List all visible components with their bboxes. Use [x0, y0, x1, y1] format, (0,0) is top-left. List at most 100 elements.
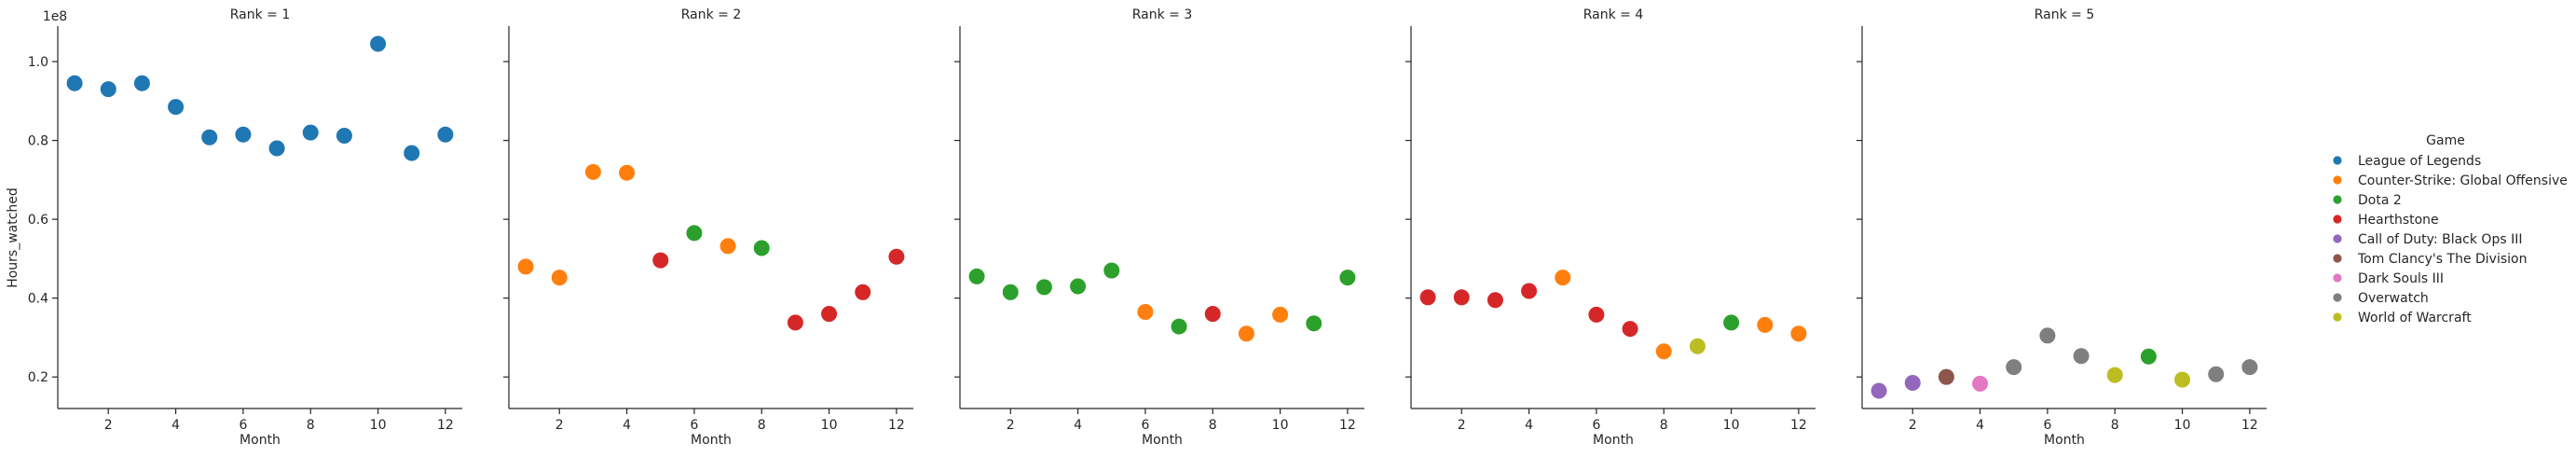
x-tick-label: 12: [437, 418, 454, 433]
facet-panel: Rank = 2 2 4 6 8 10 12 Month: [503, 7, 913, 448]
x-tick-label: 4: [171, 418, 180, 433]
legend-marker: [2332, 312, 2343, 323]
data-point: [1654, 342, 1673, 361]
data-point: [583, 162, 602, 181]
x-tick-label: 6: [690, 418, 698, 433]
legend-marker: [2332, 194, 2343, 205]
x-tick-label: 2: [104, 418, 113, 433]
legend-item: Hearthstone: [2332, 213, 2439, 228]
data-point: [1203, 305, 1222, 324]
data-point: [516, 257, 535, 276]
data-point: [752, 239, 771, 257]
legend-marker: [2332, 272, 2343, 284]
data-point: [2139, 347, 2158, 366]
y-tick-label: 0.2: [28, 370, 48, 385]
data-point: [1688, 337, 1706, 355]
legend-item: Counter-Strike: Global Offensive: [2332, 173, 2568, 188]
legend-title: Game: [2426, 133, 2465, 148]
data-point: [2207, 365, 2226, 383]
x-axis-label: Month: [691, 433, 732, 448]
x-tick-label: 2: [1909, 418, 1917, 433]
x-tick-label: 6: [1592, 418, 1600, 433]
x-tick-label: 10: [821, 418, 838, 433]
x-tick-label: 8: [307, 418, 315, 433]
x-axis-label: Month: [2044, 433, 2085, 448]
data-point: [301, 123, 320, 142]
panel-title: Rank = 4: [1583, 7, 1644, 22]
data-point: [685, 224, 704, 242]
data-point: [786, 313, 804, 332]
y-tick-label: 0.8: [28, 134, 48, 149]
legend-label: Call of Duty: Black Ops III: [2358, 232, 2522, 247]
legend-label: League of Legends: [2358, 154, 2481, 169]
legend-items: League of Legends Counter-Strike: Global …: [2332, 154, 2568, 325]
legend-item: Dark Souls III: [2332, 271, 2444, 286]
data-point: [2105, 366, 2124, 384]
legend-marker: [2332, 214, 2343, 225]
data-point: [1035, 278, 1053, 297]
x-tick-label: 6: [239, 418, 247, 433]
data-point: [65, 74, 84, 92]
data-point: [1789, 325, 1808, 343]
data-point: [2240, 358, 2259, 377]
data-point: [200, 128, 219, 146]
x-tick-label: 12: [1339, 418, 1356, 433]
data-point: [1237, 325, 1255, 343]
x-tick-label: 8: [1209, 418, 1217, 433]
data-point: [651, 251, 670, 270]
data-point: [887, 247, 906, 266]
data-point: [1305, 314, 1323, 333]
data-point: [719, 237, 737, 256]
data-point: [167, 98, 185, 117]
legend-label: Hearthstone: [2358, 213, 2439, 228]
data-point: [132, 74, 151, 92]
panel-title: Rank = 1: [230, 7, 291, 22]
data-point: [2173, 370, 2192, 389]
panel-title: Rank = 3: [1132, 7, 1193, 22]
x-tick-label: 2: [1458, 418, 1466, 433]
x-tick-label: 6: [1141, 418, 1149, 433]
x-axis-label: Month: [240, 433, 281, 448]
y-tick-label: 0.4: [28, 292, 48, 307]
y-axis-label: Hours_watched: [6, 187, 21, 288]
data-point: [1554, 269, 1572, 287]
x-axis-label: Month: [1142, 433, 1183, 448]
data-point: [1870, 381, 1888, 400]
data-point: [99, 80, 117, 99]
data-point: [1001, 283, 1020, 301]
x-tick-label: 4: [623, 418, 631, 433]
x-tick-label: 10: [1272, 418, 1289, 433]
data-point: [234, 125, 253, 144]
x-tick-label: 8: [1660, 418, 1668, 433]
x-tick-label: 4: [1074, 418, 1082, 433]
data-point: [1452, 288, 1471, 307]
legend-label: Dark Souls III: [2358, 271, 2444, 286]
legend-item: Call of Duty: Black Ops III: [2332, 232, 2522, 247]
facet-panel: Rank = 3 2 4 6 8 10 12 Month: [954, 7, 1364, 448]
data-point: [267, 139, 286, 158]
data-point: [1903, 374, 1922, 393]
data-point: [403, 144, 421, 162]
legend: Game League of Legends Counter-Strike: Gl…: [2332, 133, 2568, 325]
x-tick-label: 4: [1976, 418, 1984, 433]
x-tick-label: 6: [2043, 418, 2051, 433]
legend-item: Tom Clancy's The Division: [2332, 252, 2527, 267]
data-point: [1486, 291, 1504, 310]
data-point: [1621, 320, 1639, 339]
y-tick-label: 1.0: [28, 55, 48, 70]
data-point: [1170, 317, 1188, 336]
x-tick-label: 10: [2174, 418, 2191, 433]
y-offset-label: 1e8: [43, 9, 67, 24]
data-point: [2038, 326, 2057, 345]
legend-label: Overwatch: [2358, 291, 2429, 306]
data-point: [1338, 269, 1357, 287]
legend-marker: [2332, 155, 2343, 166]
x-tick-label: 12: [2241, 418, 2258, 433]
panel-title: Rank = 2: [681, 7, 742, 22]
legend-marker: [2332, 253, 2343, 264]
legend-label: World of Warcraft: [2358, 311, 2472, 325]
data-point: [335, 127, 353, 145]
data-point: [1103, 261, 1121, 280]
legend-label: Counter-Strike: Global Offensive: [2358, 173, 2568, 188]
panel-title: Rank = 5: [2035, 7, 2095, 22]
